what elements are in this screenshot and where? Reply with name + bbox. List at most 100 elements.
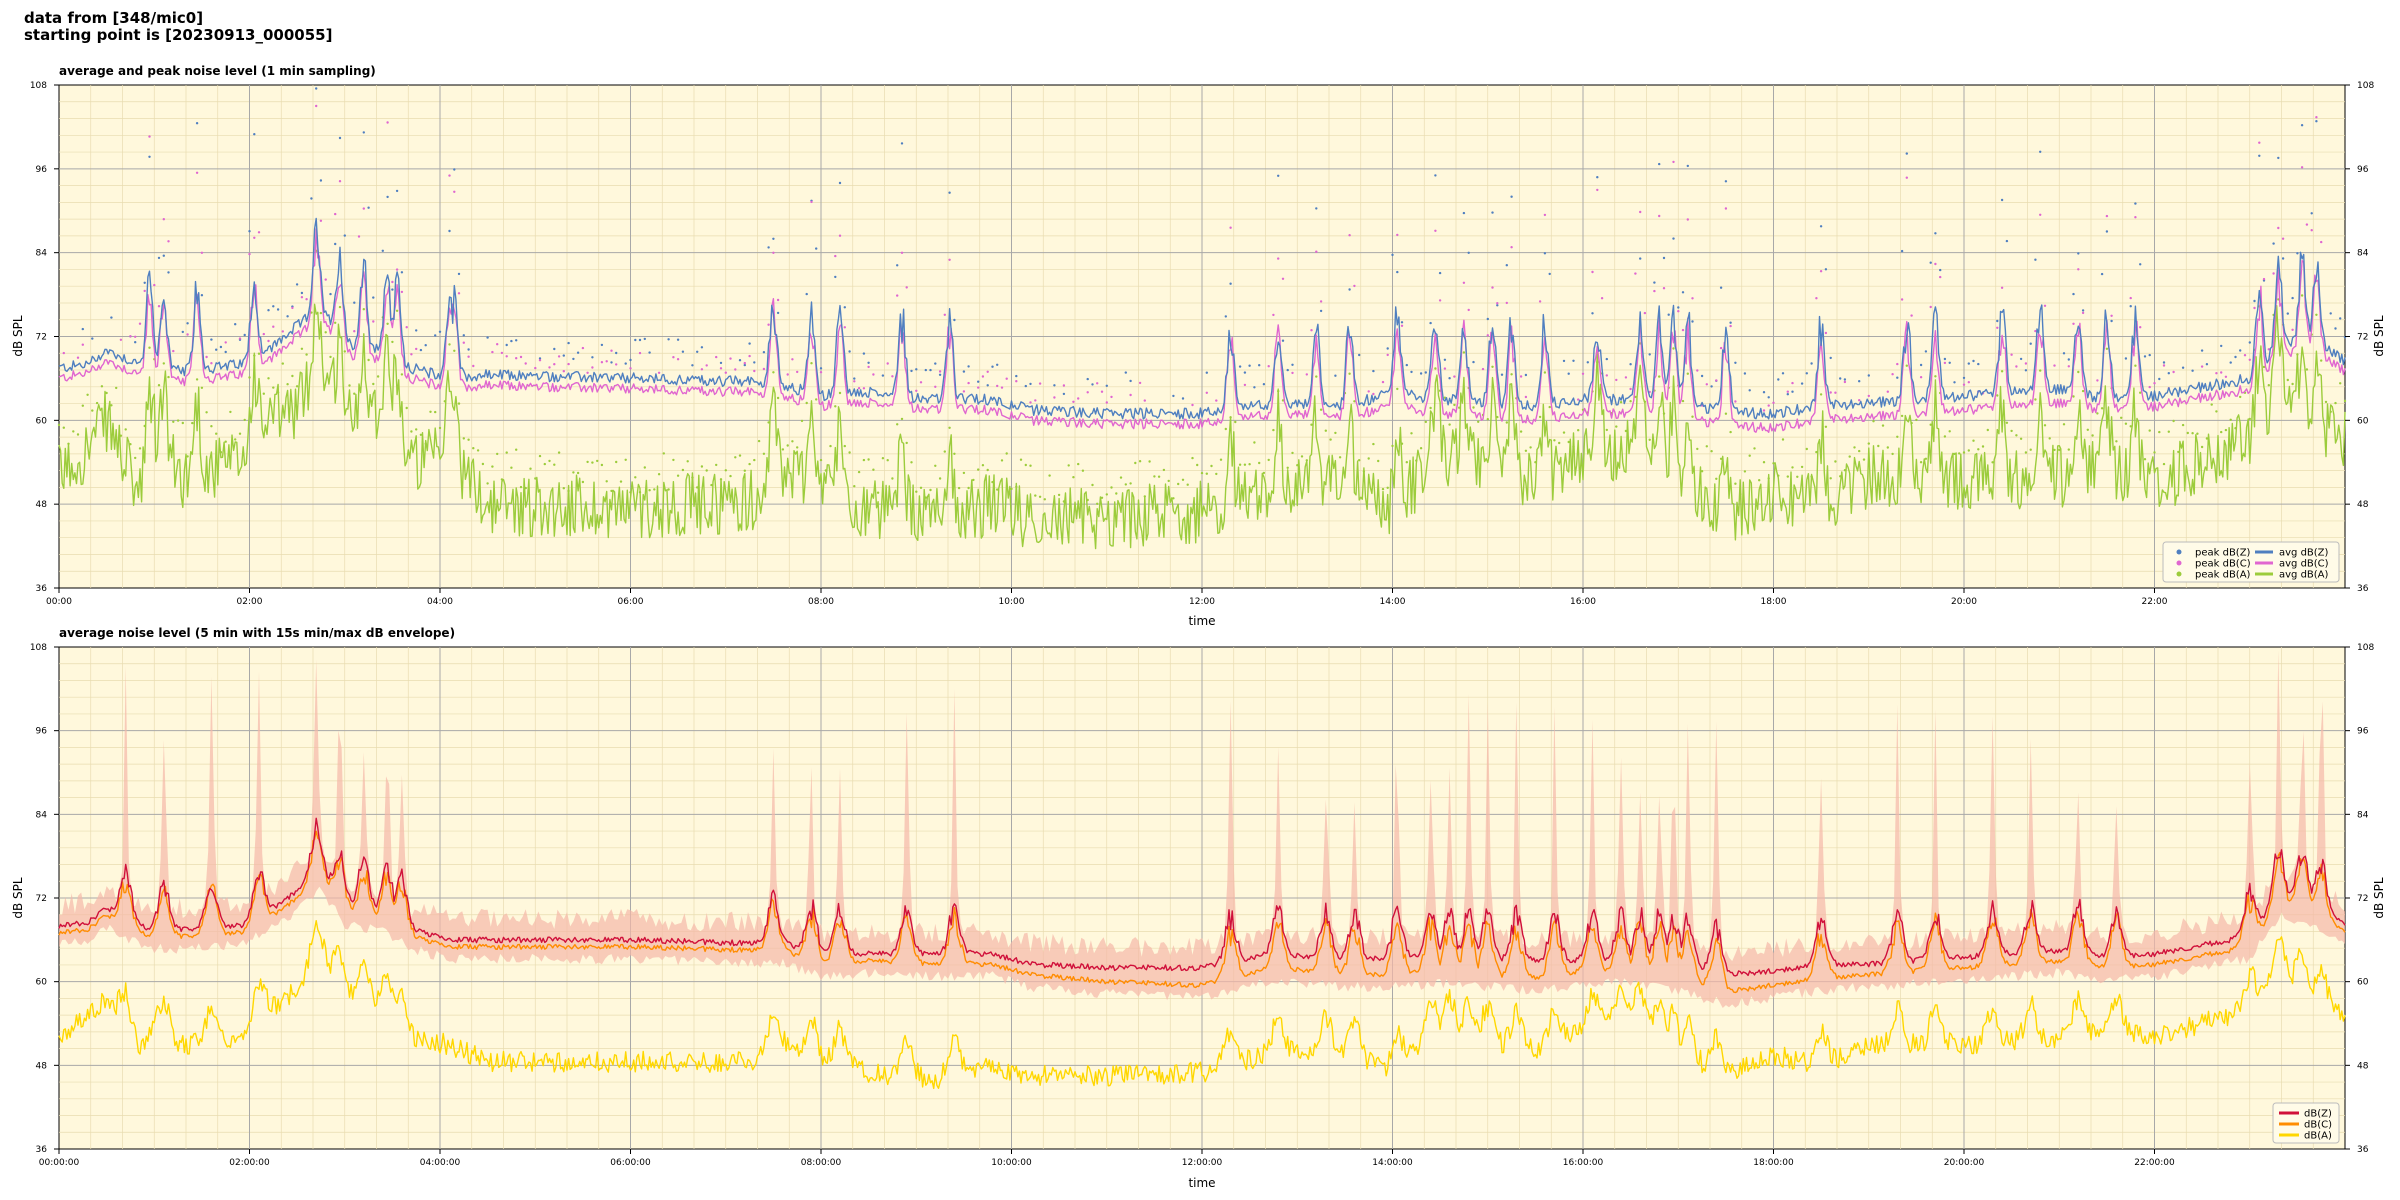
peak-point [2286, 378, 2289, 382]
peak-point [2115, 440, 2118, 443]
peak-point [2200, 349, 2204, 352]
peak-point [886, 459, 889, 462]
peak-point [1858, 399, 1861, 402]
peak-point [1386, 486, 1389, 489]
peak-point [1486, 317, 1490, 321]
peak-point [624, 458, 627, 461]
peak-point [1819, 393, 1823, 396]
peak-point [672, 356, 675, 359]
peak-point [1267, 458, 1270, 462]
peak-point [367, 358, 370, 362]
peak-point [753, 369, 756, 373]
peak-point [1962, 383, 1966, 386]
peak-point [1710, 385, 1713, 388]
peak-point [195, 378, 199, 381]
peak-point [1943, 361, 1947, 365]
peak-point [2277, 226, 2280, 230]
peak-point [510, 339, 513, 343]
peak-point [2210, 403, 2213, 406]
peak-point [919, 381, 923, 384]
x-tick-label: 08:00:00 [801, 1158, 842, 1168]
peak-point [1386, 347, 1389, 350]
peak-point [2005, 421, 2009, 424]
peak-point [748, 354, 751, 358]
peak-point [2139, 391, 2142, 394]
peak-point [157, 256, 161, 260]
peak-point [910, 369, 913, 373]
peak-point [1243, 463, 1247, 466]
peak-point [1567, 372, 1570, 375]
peak-point [1334, 431, 1337, 435]
peak-point [1538, 300, 1542, 303]
peak-point [2086, 428, 2089, 431]
peak-point [972, 478, 975, 482]
peak-point [529, 467, 532, 470]
peak-point [234, 323, 237, 326]
peak-point [319, 311, 323, 315]
peak-point [2034, 258, 2037, 261]
peak-point [1805, 447, 1809, 451]
peak-point [1691, 415, 1694, 418]
peak-point [395, 309, 399, 312]
peak-point [1519, 430, 1523, 433]
peak-point [953, 318, 956, 322]
peak-point [2272, 242, 2275, 245]
peak-point [1353, 284, 1356, 288]
peak-point [2062, 352, 2066, 355]
x-tick-label: 20:00 [1951, 597, 1977, 607]
peak-point [1858, 380, 1861, 383]
peak-point [1234, 420, 1237, 424]
peak-point [2215, 372, 2218, 375]
peak-point [729, 357, 732, 360]
peak-point [2334, 327, 2337, 330]
peak-point [72, 430, 75, 433]
peak-point [1129, 482, 1132, 485]
peak-point [2220, 371, 2223, 374]
peak-point [610, 361, 613, 364]
peak-point [643, 337, 646, 341]
peak-point [453, 168, 456, 171]
peak-point [534, 366, 537, 370]
peak-point [1934, 262, 1937, 266]
peak-point [553, 463, 556, 466]
peak-point [1172, 497, 1175, 500]
peak-point [634, 338, 637, 342]
peak-point [1472, 406, 1475, 409]
peak-point [2072, 292, 2075, 296]
peak-point [1734, 482, 1737, 485]
peak-point [719, 367, 723, 370]
peak-point [1348, 288, 1351, 291]
peak-point [843, 306, 846, 309]
peak-point [186, 322, 189, 325]
x-tick-label: 14:00 [1380, 597, 1406, 607]
peak-point [2015, 365, 2018, 368]
peak-point [2067, 448, 2070, 451]
peak-point [905, 286, 908, 289]
y-tick-label-right: 108 [2357, 81, 2374, 91]
series-line-avgdbz [58, 217, 2346, 420]
peak-point [2024, 362, 2028, 365]
peak-point [896, 294, 899, 297]
peak-point [2148, 385, 2151, 389]
peak-point [1253, 386, 1256, 389]
peak-point [329, 292, 332, 296]
peak-point [2258, 141, 2261, 144]
peak-point [2148, 429, 2151, 432]
x-tick-label: 10:00 [999, 597, 1025, 607]
peak-point [1310, 423, 1313, 426]
peak-point [257, 231, 261, 234]
peak-point [267, 377, 270, 380]
peak-point [1310, 329, 1313, 332]
peak-point [400, 271, 404, 274]
peak-point [1434, 229, 1437, 232]
peak-point [1100, 496, 1104, 499]
peak-point [1591, 312, 1594, 315]
peak-point [2300, 124, 2304, 127]
peak-point [538, 359, 542, 362]
peak-point [762, 367, 766, 371]
y-tick-label-right: 96 [2357, 727, 2369, 737]
peak-point [1962, 451, 1966, 454]
peak-point [1634, 272, 1637, 275]
peak-point [1829, 477, 1832, 480]
